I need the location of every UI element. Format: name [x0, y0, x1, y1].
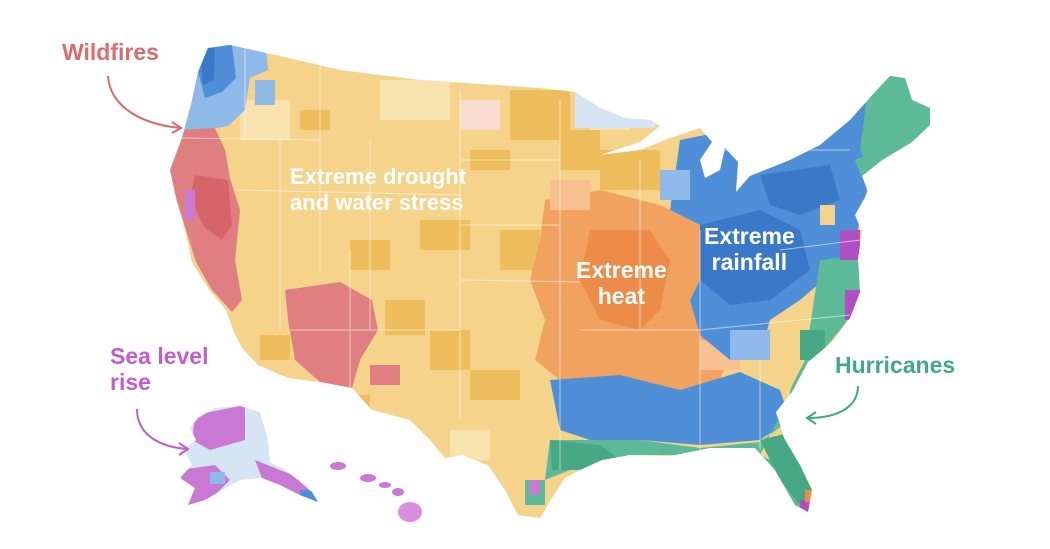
hurricanes-arrow	[805, 385, 859, 425]
heat-label: Extreme heat	[576, 257, 667, 310]
sea-level-label: Sea level rise	[110, 343, 209, 396]
contiguous-us-map	[170, 45, 930, 518]
heat-label-line1: Extreme	[576, 257, 667, 283]
sea-level-label-line1: Sea level	[110, 343, 209, 369]
hawaii-map	[330, 462, 422, 522]
wildfires-label: Wildfires	[62, 39, 159, 65]
sea-level-label-line2: rise	[110, 368, 151, 395]
hurricanes-label: Hurricanes	[835, 352, 956, 378]
heat-label-line2: heat	[597, 282, 646, 309]
extreme-heat-region	[530, 180, 740, 410]
sea-level-arrow	[136, 408, 190, 456]
rainfall-label: Extreme rainfall	[704, 223, 795, 276]
rainfall-label-line2: rainfall	[711, 248, 788, 275]
wildfires-arrow	[107, 75, 183, 134]
rainfall-label-line1: Extreme	[704, 223, 795, 249]
drought-label-line2: and water stress	[290, 190, 464, 216]
wildfire-region	[170, 128, 400, 388]
drought-label-line1: Extreme drought	[290, 164, 467, 189]
drought-label: Extreme drought and water stress	[290, 164, 466, 217]
state-boundaries	[181, 45, 861, 470]
